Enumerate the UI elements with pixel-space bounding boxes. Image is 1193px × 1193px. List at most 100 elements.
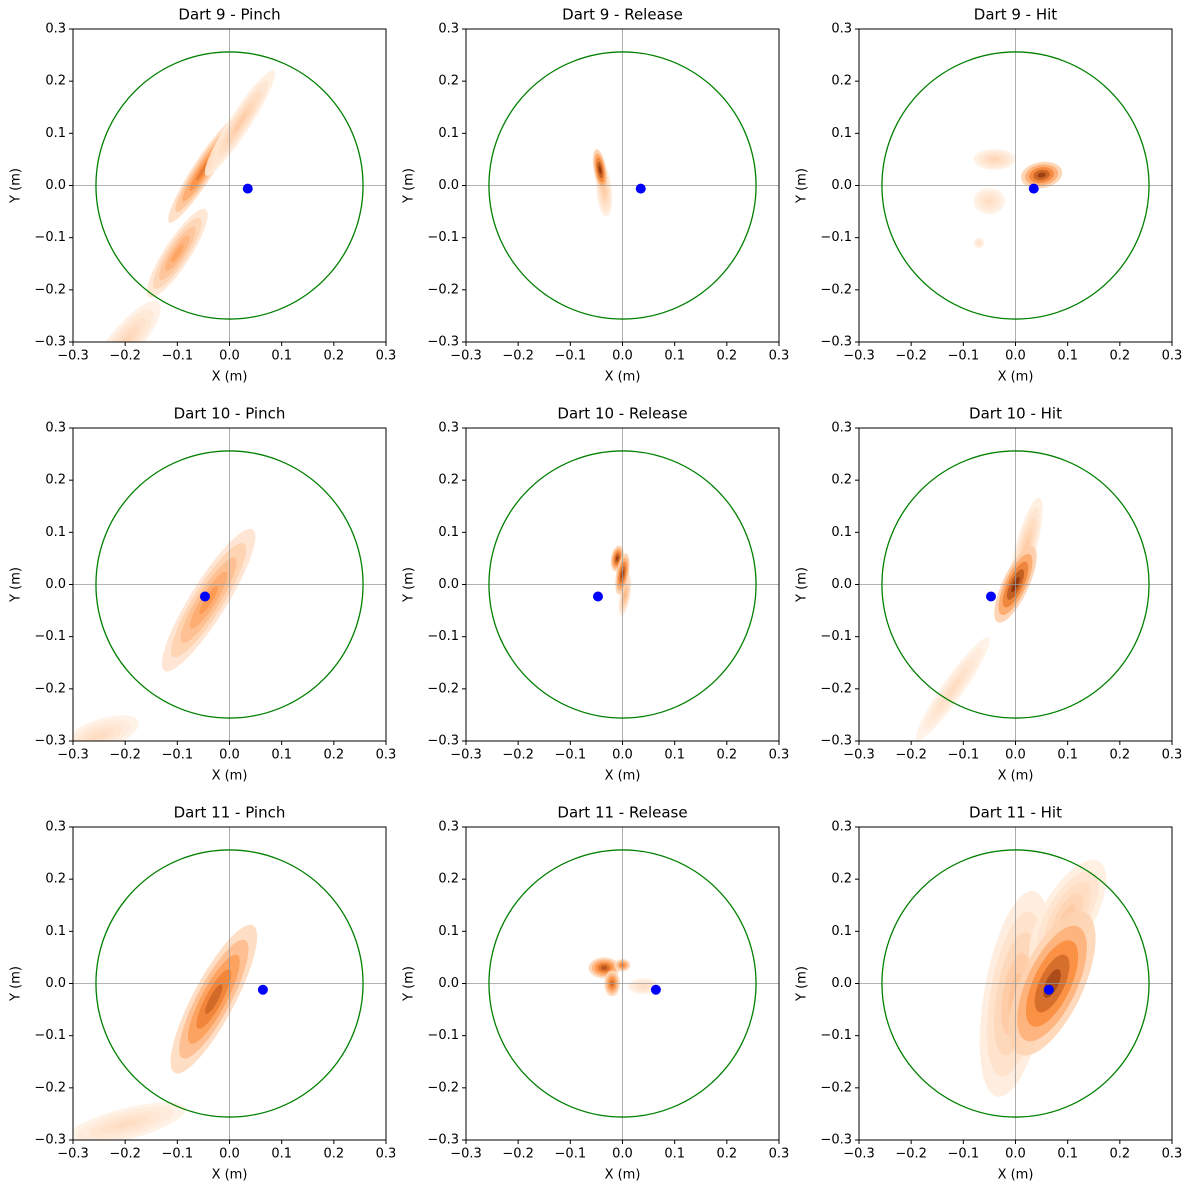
x-axis-label: X (m)	[212, 769, 248, 784]
target-point	[1043, 984, 1054, 995]
x-tick-label: −0.3	[57, 1147, 89, 1162]
y-tick-label: 0.3	[438, 421, 459, 436]
density-level	[205, 984, 223, 1015]
x-tick-label: 0.2	[323, 1147, 344, 1162]
x-tick-label: 0.1	[664, 349, 685, 364]
y-tick-label: 0.0	[831, 577, 852, 592]
board-circle	[488, 51, 757, 320]
y-tick-label: 0.3	[45, 22, 66, 37]
board-circle	[881, 849, 1150, 1118]
x-tick-label: −0.1	[555, 349, 587, 364]
y-tick-label: 0.1	[831, 924, 852, 939]
x-tick-label: −0.1	[162, 349, 194, 364]
density-level	[615, 555, 619, 561]
x-tick-label: 0.1	[271, 349, 292, 364]
x-tick-label: 0.2	[1109, 349, 1130, 364]
y-tick-label: −0.3	[34, 1133, 66, 1148]
y-axis-label: Y (m)	[795, 567, 810, 603]
plot-area	[73, 29, 386, 342]
x-tick-label: −0.3	[843, 349, 875, 364]
board-circle	[488, 849, 757, 1118]
y-tick-label: 0.1	[45, 924, 66, 939]
y-tick-label: 0.3	[831, 421, 852, 436]
x-tick-label: 0.3	[376, 1147, 397, 1162]
y-tick-label: 0.2	[831, 872, 852, 887]
x-tick-label: 0.2	[323, 748, 344, 763]
y-tick-label: −0.3	[820, 335, 852, 350]
x-tick-label: −0.3	[843, 1147, 875, 1162]
target-point	[1028, 183, 1039, 194]
plot-area	[466, 428, 779, 741]
y-tick-label: 0.2	[438, 473, 459, 488]
target-point	[650, 984, 661, 995]
x-tick-label: −0.3	[57, 349, 89, 364]
x-tick-label: 0.1	[1057, 349, 1078, 364]
x-tick-label: 0.0	[219, 748, 240, 763]
y-tick-label: 0.0	[831, 178, 852, 193]
subplot: −0.3 −0.2 −0.1 0.0 0.1 0.2 0.3 −0.3 −0.2 −0.1 0.0 0…	[9, 405, 397, 784]
y-tick-label: 0.1	[438, 525, 459, 540]
density-level	[1037, 172, 1046, 178]
y-tick-label: 0.3	[831, 22, 852, 37]
target-point	[985, 591, 996, 602]
x-tick-label: 0.3	[1162, 1147, 1183, 1162]
plot-area	[466, 827, 779, 1140]
subplot: −0.3 −0.2 −0.1 0.0 0.1 0.2 0.3 −0.3 −0.2 −0.1 0.0 0…	[402, 405, 790, 784]
y-tick-label: 0.1	[45, 126, 66, 141]
x-tick-label: −0.1	[948, 748, 980, 763]
y-tick-label: −0.1	[34, 1028, 66, 1043]
subplot-title: Dart 10 - Release	[557, 405, 687, 423]
y-tick-label: 0.3	[831, 820, 852, 835]
x-axis-label: X (m)	[998, 370, 1034, 385]
y-tick-label: 0.1	[831, 126, 852, 141]
x-tick-label: −0.1	[162, 1147, 194, 1162]
density-level	[232, 112, 247, 134]
y-tick-label: −0.3	[820, 734, 852, 749]
x-tick-label: 0.2	[1109, 748, 1130, 763]
x-tick-label: −0.3	[450, 349, 482, 364]
x-tick-label: −0.2	[109, 748, 141, 763]
subplot: −0.3 −0.2 −0.1 0.0 0.1 0.2 0.3 −0.3 −0.2 −0.1 0.0 0…	[795, 405, 1183, 784]
x-tick-label: 0.2	[323, 349, 344, 364]
subplot: −0.3 −0.2 −0.1 0.0 0.1 0.2 0.3 −0.3 −0.2 −0.1 0.0 0…	[795, 6, 1183, 385]
board-circle	[488, 450, 757, 719]
x-tick-label: −0.1	[162, 748, 194, 763]
y-tick-label: 0.3	[45, 421, 66, 436]
x-axis-label: X (m)	[998, 769, 1034, 784]
x-axis-label: X (m)	[212, 370, 248, 385]
y-tick-label: 0.1	[438, 126, 459, 141]
y-tick-label: −0.1	[427, 230, 459, 245]
plot-area	[466, 29, 779, 342]
x-tick-label: 0.2	[716, 748, 737, 763]
y-tick-label: 0.2	[45, 74, 66, 89]
x-tick-label: 0.1	[1057, 1147, 1078, 1162]
density-level	[990, 157, 999, 162]
y-axis-label: Y (m)	[402, 567, 417, 603]
x-tick-label: 0.0	[219, 1147, 240, 1162]
y-axis-label: Y (m)	[402, 966, 417, 1002]
y-axis-label: Y (m)	[9, 966, 24, 1002]
density-level	[91, 731, 107, 740]
x-tick-label: −0.2	[502, 349, 534, 364]
y-axis-label: Y (m)	[9, 567, 24, 603]
x-axis-label: X (m)	[605, 769, 641, 784]
y-tick-label: −0.2	[34, 681, 66, 696]
subplot-title: Dart 9 - Release	[562, 6, 683, 24]
x-tick-label: 0.1	[271, 1147, 292, 1162]
y-axis-label: Y (m)	[795, 168, 810, 204]
x-tick-label: 0.0	[219, 349, 240, 364]
y-axis-label: Y (m)	[9, 168, 24, 204]
y-tick-label: −0.2	[34, 1080, 66, 1095]
y-tick-label: −0.3	[34, 734, 66, 749]
x-tick-label: 0.1	[664, 748, 685, 763]
plot-area	[859, 827, 1172, 1140]
y-tick-label: 0.2	[438, 74, 459, 89]
y-tick-label: 0.2	[45, 872, 66, 887]
board-circle	[95, 849, 364, 1118]
x-tick-label: −0.1	[948, 1147, 980, 1162]
x-tick-label: −0.1	[555, 748, 587, 763]
target-point	[592, 591, 603, 602]
density-level	[986, 198, 993, 204]
y-tick-label: 0.0	[45, 976, 66, 991]
